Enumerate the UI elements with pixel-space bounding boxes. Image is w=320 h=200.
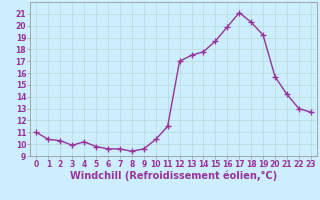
X-axis label: Windchill (Refroidissement éolien,°C): Windchill (Refroidissement éolien,°C) [70,171,277,181]
